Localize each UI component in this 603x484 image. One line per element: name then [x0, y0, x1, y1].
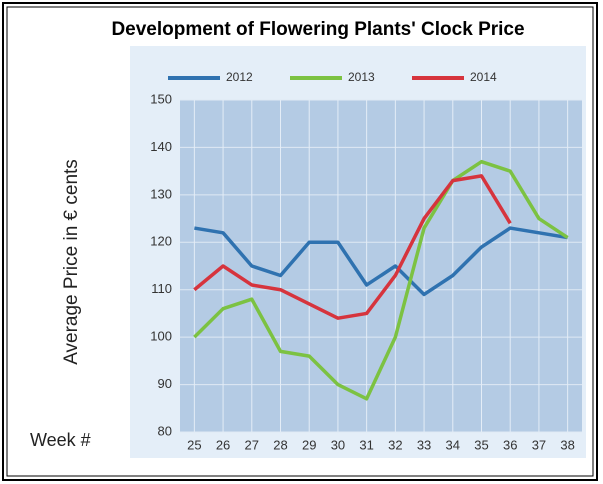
- x-tick-label: 38: [560, 437, 574, 452]
- plot-area: [180, 100, 582, 432]
- x-tick-label: 35: [474, 437, 488, 452]
- y-tick-label: 110: [151, 281, 172, 296]
- y-tick-label: 150: [150, 91, 172, 106]
- x-tick-label: 28: [273, 437, 287, 452]
- x-tick-label: 34: [446, 437, 460, 452]
- x-tick-label: 26: [216, 437, 230, 452]
- series-line: [193, 159, 569, 401]
- x-axis-label: Week #: [30, 430, 91, 450]
- x-tick-label: 31: [359, 437, 373, 452]
- x-tick-label: 37: [532, 437, 546, 452]
- y-tick-label: 130: [150, 186, 172, 201]
- y-tick-label: 90: [158, 376, 172, 391]
- x-tick-label: 25: [187, 437, 201, 452]
- chart-title: Development of Flowering Plants' Clock P…: [111, 19, 524, 40]
- y-tick-label: 120: [150, 234, 172, 249]
- x-tick-label: 29: [302, 437, 316, 452]
- frame: [2, 2, 598, 481]
- y-axis-label: Average Price in € cents: [61, 159, 82, 365]
- x-tick-label: 30: [331, 437, 345, 452]
- y-tick-label: 140: [150, 139, 172, 154]
- x-tick-label: 32: [388, 437, 402, 452]
- inner-frame: [6, 6, 594, 477]
- legend-label: 2012: [226, 70, 253, 84]
- x-tick-label: 33: [417, 437, 431, 452]
- y-tick-label: 100: [150, 329, 172, 344]
- series-line: [194, 226, 568, 297]
- series-line: [193, 174, 512, 320]
- y-tick-label: 80: [158, 423, 172, 438]
- legend-label: 2014: [470, 70, 497, 84]
- x-tick-label: 36: [503, 437, 517, 452]
- legend-label: 2013: [348, 70, 375, 84]
- x-tick-label: 27: [245, 437, 259, 452]
